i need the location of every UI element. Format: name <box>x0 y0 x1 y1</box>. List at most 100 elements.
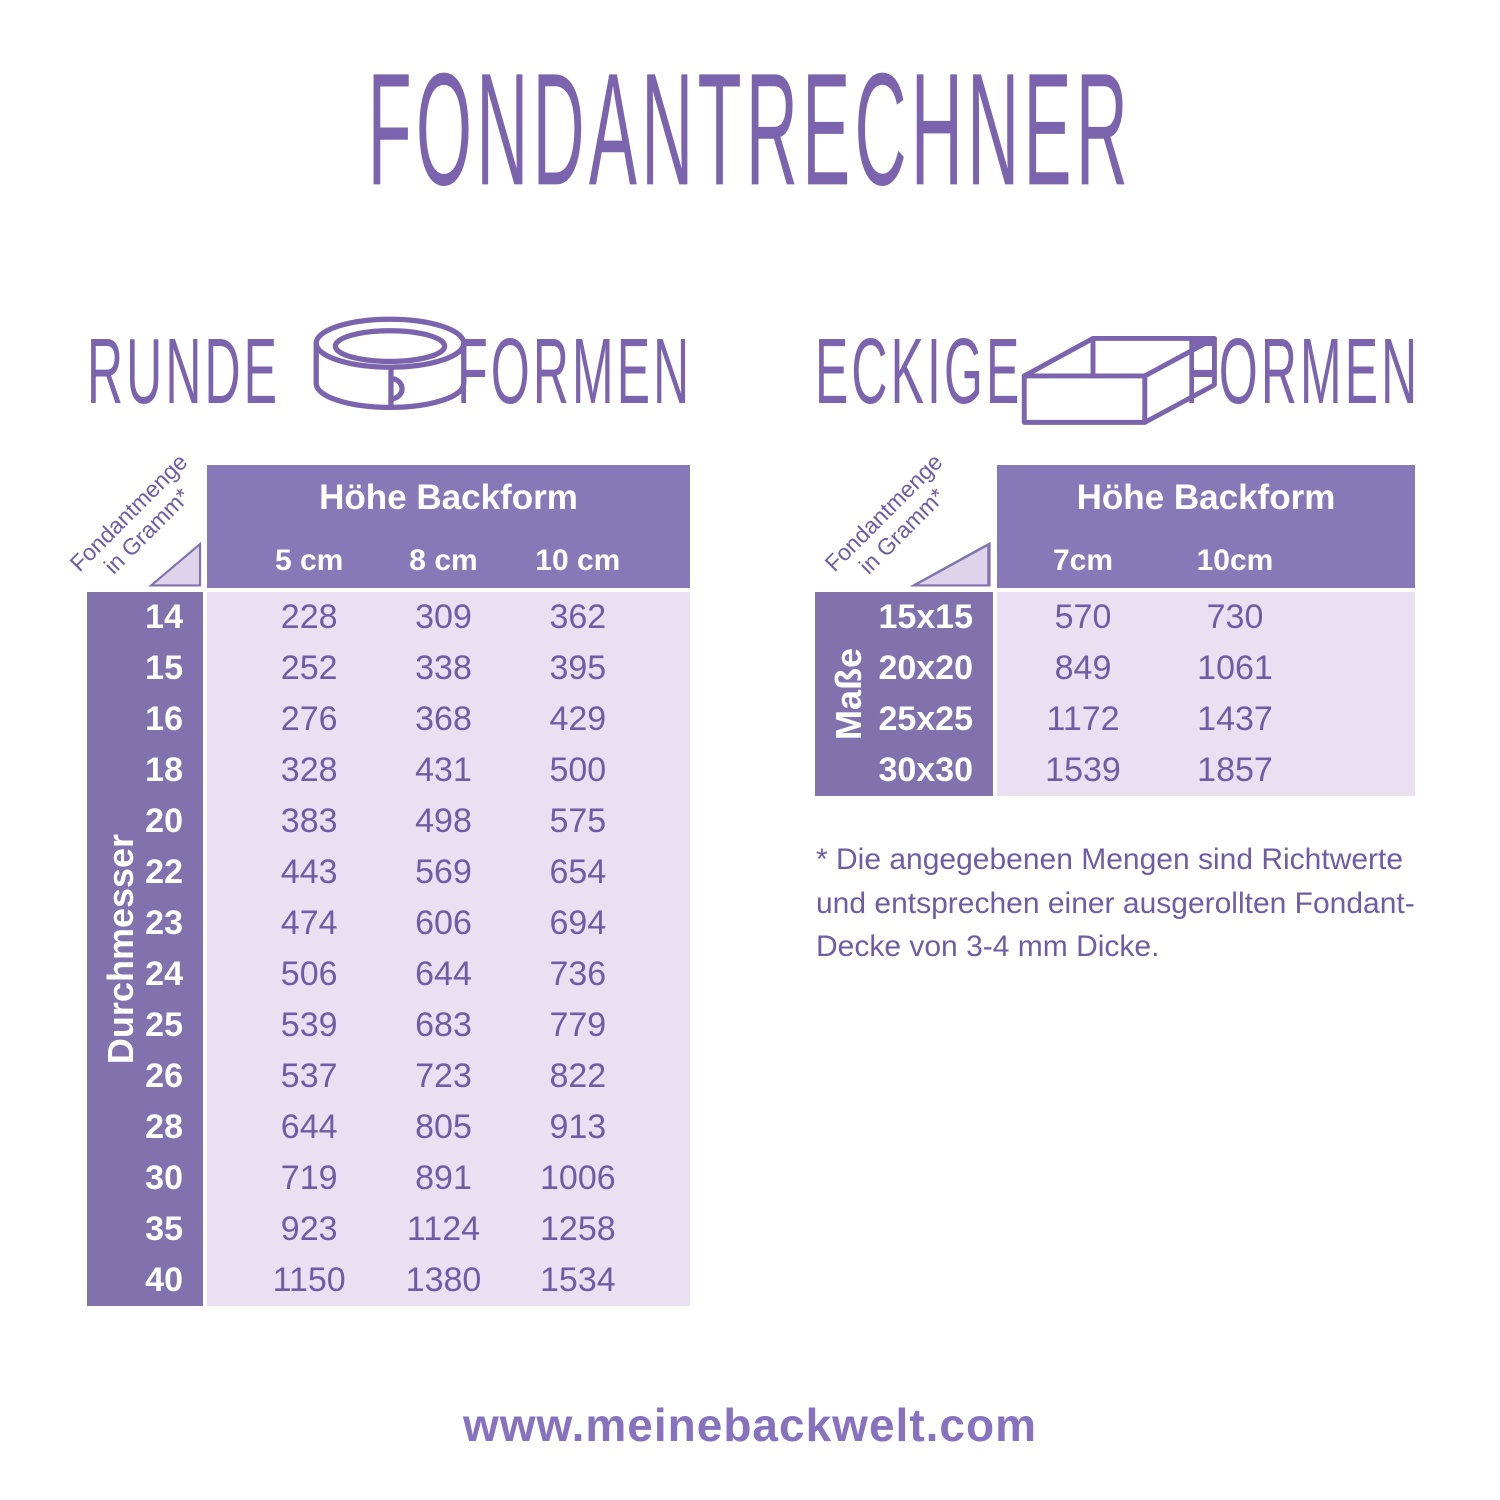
table-row: 1172 1437 <box>997 694 1415 745</box>
square-formen-label: Formen <box>1184 318 1420 423</box>
row-label: 26 <box>145 1057 183 1095</box>
value-cell: 923 <box>280 1210 338 1248</box>
column-header: 5 cm <box>274 543 344 577</box>
round-word-label: Runde <box>87 318 281 423</box>
value-cell: 694 <box>549 904 607 942</box>
value-cell: 719 <box>280 1159 338 1197</box>
table-row: 1539 1857 <box>997 745 1415 796</box>
value-cell: 276 <box>280 700 338 738</box>
row-label: 40 <box>145 1261 183 1299</box>
value-cell: 1124 <box>406 1210 481 1248</box>
value-cell: 474 <box>280 904 338 942</box>
row-label: 20 <box>145 802 183 840</box>
value-cell: 539 <box>280 1006 338 1044</box>
footnote-text: * Die angegebenen Mengen sind Richtwerte… <box>816 843 1415 963</box>
table-row: 719 891 1006 <box>207 1153 690 1204</box>
value-cell: 498 <box>415 802 472 840</box>
column-header: 10cm <box>1196 543 1274 577</box>
table-body: 228 309 362 252 338 395 276 368 429 328 431 500 383 4… <box>207 592 690 1306</box>
row-label: 35 <box>145 1210 183 1248</box>
value-cell: 395 <box>549 649 607 687</box>
row-label: 22 <box>145 853 183 891</box>
table-corner-cell: Fondantmenge in Gramm* <box>65 448 203 588</box>
row-label: 25x25 <box>878 700 973 738</box>
page-title: Fondantrechner <box>367 40 1133 220</box>
value-cell: 805 <box>415 1108 472 1146</box>
row-label: 16 <box>145 700 183 738</box>
square-word-label: Eckige <box>815 318 1023 423</box>
table-body: 570 730 849 1061 1172 1437 1539 1857 <box>997 592 1415 796</box>
table-row: 228 309 362 <box>207 592 690 643</box>
table-row: 276 368 429 <box>207 694 690 745</box>
value-cell: 228 <box>280 598 338 636</box>
row-label: 18 <box>145 751 183 789</box>
value-cell: 309 <box>415 598 472 636</box>
row-label: 23 <box>145 904 183 942</box>
value-cell: 1857 <box>1197 751 1273 789</box>
value-cell: 338 <box>415 649 472 687</box>
value-cell: 1006 <box>540 1159 616 1197</box>
row-label: 25 <box>145 1006 183 1044</box>
column-header: 7cm <box>1052 543 1114 577</box>
column-header: 8 cm <box>409 543 478 577</box>
row-axis-label: Maße <box>828 647 869 741</box>
corner-triangle-icon <box>148 541 202 587</box>
row-label: 28 <box>145 1108 183 1146</box>
value-cell: 506 <box>280 955 338 993</box>
value-cell: 570 <box>1054 598 1112 636</box>
value-cell: 1258 <box>540 1210 616 1248</box>
table-row: 443 569 654 <box>207 847 690 898</box>
row-label: 14 <box>145 598 183 636</box>
value-cell: 1150 <box>272 1261 346 1299</box>
title-container: Fondantrechner <box>0 40 1500 219</box>
value-cell: 891 <box>415 1159 472 1197</box>
value-cell: 822 <box>549 1057 607 1095</box>
value-cell: 723 <box>415 1057 472 1095</box>
value-cell: 736 <box>549 955 607 993</box>
table-row: 849 1061 <box>997 643 1415 694</box>
value-cell: 575 <box>549 802 607 840</box>
value-cell: 1061 <box>1197 649 1273 687</box>
value-cell: 913 <box>549 1108 607 1146</box>
value-cell: 429 <box>549 700 607 738</box>
table-header: Höhe Backform 5 cm 8 cm 10 cm <box>207 465 690 588</box>
value-cell: 443 <box>280 853 338 891</box>
table-corner-cell: Fondantmenge in Gramm* <box>815 448 993 588</box>
row-label-column: Maße 15x15 20x20 25x25 30x30 <box>815 592 993 796</box>
table-row: 539 683 779 <box>207 1000 690 1051</box>
value-cell: 654 <box>549 853 607 891</box>
table-row: 537 723 822 <box>207 1051 690 1102</box>
value-cell: 644 <box>280 1108 338 1146</box>
column-headers: 7cm 10cm <box>997 544 1415 578</box>
round-formen-label: Formen <box>456 318 692 423</box>
table-row: 1150 1380 1534 <box>207 1255 690 1306</box>
value-cell: 537 <box>280 1057 338 1095</box>
column-header: 10 cm <box>535 543 621 577</box>
value-cell: 362 <box>549 598 607 636</box>
value-cell: 1380 <box>405 1261 482 1299</box>
hoehe-backform-label: Höhe Backform <box>1076 477 1336 517</box>
table-header: Höhe Backform 7cm 10cm <box>997 465 1415 588</box>
row-label: 30 <box>145 1159 183 1197</box>
value-cell: 779 <box>549 1006 607 1044</box>
value-cell: 383 <box>280 802 338 840</box>
square-baking-frame-icon <box>1021 335 1217 425</box>
row-label: 20x20 <box>878 649 973 687</box>
value-cell: 328 <box>280 751 338 789</box>
value-cell: 500 <box>549 751 607 789</box>
value-cell: 1539 <box>1045 751 1121 789</box>
value-cell: 431 <box>415 751 472 789</box>
square-forms-table: Fondantmenge in Gramm* Höhe Backform 7cm 10c… <box>815 448 1415 796</box>
value-cell: 1172 <box>1046 700 1120 738</box>
value-cell: 1534 <box>540 1261 616 1299</box>
row-label-column: Durchmesser 14 15 16 18 20 22 23 24 25 26 28 30 35 40 <box>87 592 203 1306</box>
value-cell: 1437 <box>1197 700 1273 738</box>
value-cell: 730 <box>1206 598 1264 636</box>
row-label: 15x15 <box>878 598 973 636</box>
table-row: 328 431 500 <box>207 745 690 796</box>
table-row: 644 805 913 <box>207 1102 690 1153</box>
corner-triangle-icon <box>909 541 991 587</box>
row-label: 30x30 <box>878 751 973 789</box>
square-forms-section-header: Eckige Formen <box>815 308 1420 433</box>
